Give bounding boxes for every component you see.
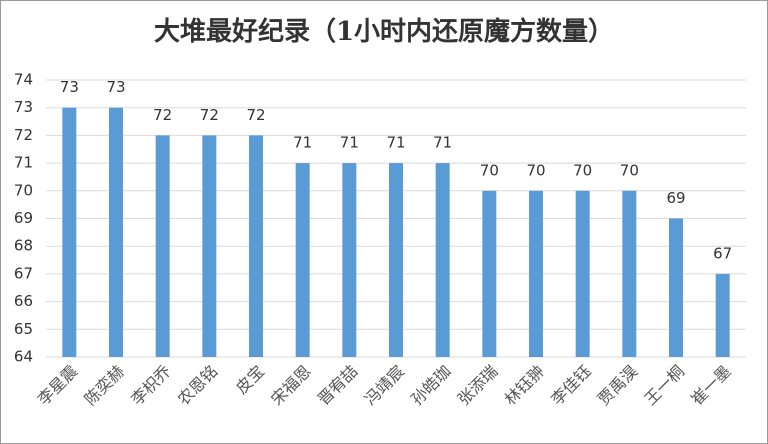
- bar: [342, 163, 357, 357]
- data-label: 70: [526, 161, 545, 179]
- bar: [155, 135, 170, 357]
- data-label: 67: [713, 244, 732, 262]
- y-tick-label: 70: [14, 181, 33, 199]
- y-tick-label: 64: [14, 348, 33, 366]
- data-label: 73: [60, 78, 79, 96]
- data-label: 70: [573, 161, 592, 179]
- data-label: 71: [340, 134, 359, 152]
- bar: [529, 190, 543, 357]
- bar: [575, 190, 590, 357]
- data-label: 71: [433, 134, 452, 152]
- y-tick-label: 73: [14, 98, 33, 116]
- bar: [669, 218, 683, 357]
- y-tick-label: 65: [14, 320, 33, 338]
- y-tick-label: 74: [14, 71, 33, 89]
- data-label: 70: [620, 161, 639, 179]
- data-label: 73: [106, 78, 125, 96]
- data-label: 72: [153, 106, 172, 124]
- bar: [62, 107, 77, 357]
- bar: [482, 190, 497, 357]
- bar: [249, 135, 263, 357]
- y-tick-label: 69: [14, 209, 33, 227]
- chart-title: 大堆最好纪录（1小时内还原魔方数量）: [154, 16, 614, 47]
- bar: [202, 135, 217, 357]
- data-label: 72: [200, 106, 219, 124]
- bar: [715, 273, 730, 357]
- data-label: 72: [246, 106, 265, 124]
- data-label: 71: [386, 134, 405, 152]
- y-tick-label: 71: [14, 154, 33, 172]
- bar: [622, 190, 637, 357]
- y-tick-label: 72: [14, 126, 33, 144]
- y-tick-label: 68: [14, 237, 33, 255]
- y-tick-label: 67: [14, 264, 33, 282]
- data-label: 69: [666, 189, 685, 207]
- data-label: 71: [293, 134, 312, 152]
- bar: [109, 107, 123, 357]
- bar: [389, 163, 403, 357]
- y-tick-label: 66: [14, 292, 33, 310]
- data-label: 70: [480, 161, 499, 179]
- bar: [435, 163, 450, 357]
- bar: [295, 163, 310, 357]
